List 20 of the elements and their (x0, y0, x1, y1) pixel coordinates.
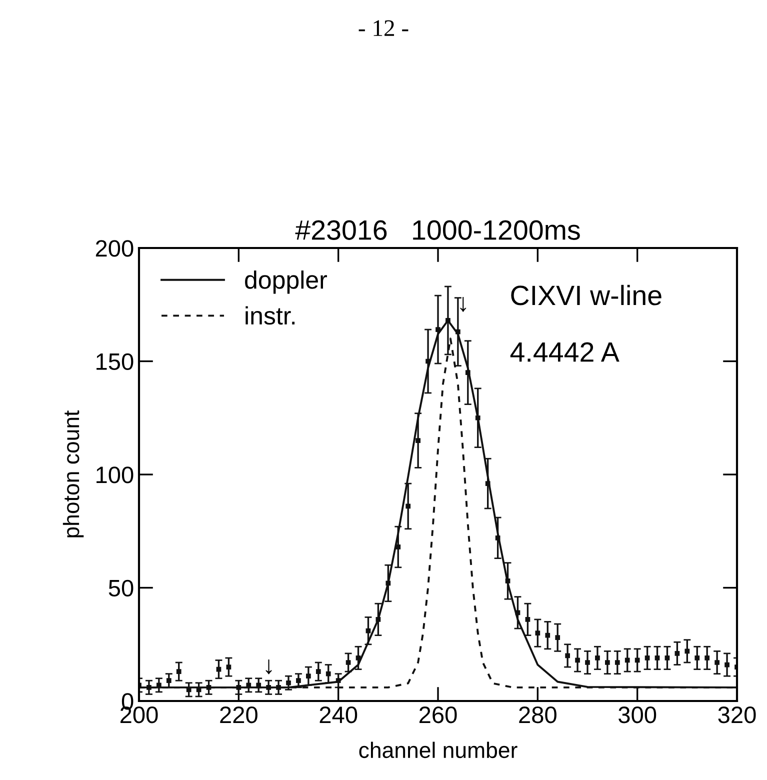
x-tick-label: 240 (320, 706, 358, 724)
annotation: ↓ (266, 659, 272, 674)
legend-label: instr. (246, 306, 295, 325)
x-tick-label: 320 (718, 706, 756, 724)
annotation: ↓ (460, 297, 466, 312)
y-tick-label: 50 (108, 580, 134, 597)
y-tick-label: 200 (96, 240, 134, 257)
annotation: CIXVI w-line (511, 284, 662, 306)
x-axis-title: channel number (359, 742, 518, 758)
x-tick-label: 220 (220, 706, 258, 724)
y-tick-label: 100 (96, 466, 134, 484)
y-axis-title: photon count (62, 410, 84, 538)
x-tick-label: 300 (618, 706, 656, 724)
x-tick-label: 280 (519, 706, 556, 724)
chart-title: #23016 1000-1200ms (295, 220, 580, 240)
y-tick-label: 150 (96, 353, 134, 370)
legend-label: doppler (245, 270, 327, 294)
text: - 12 - (358, 20, 408, 36)
x-tick-label: 260 (419, 706, 457, 724)
annotation: 4.4442 A (510, 342, 620, 362)
